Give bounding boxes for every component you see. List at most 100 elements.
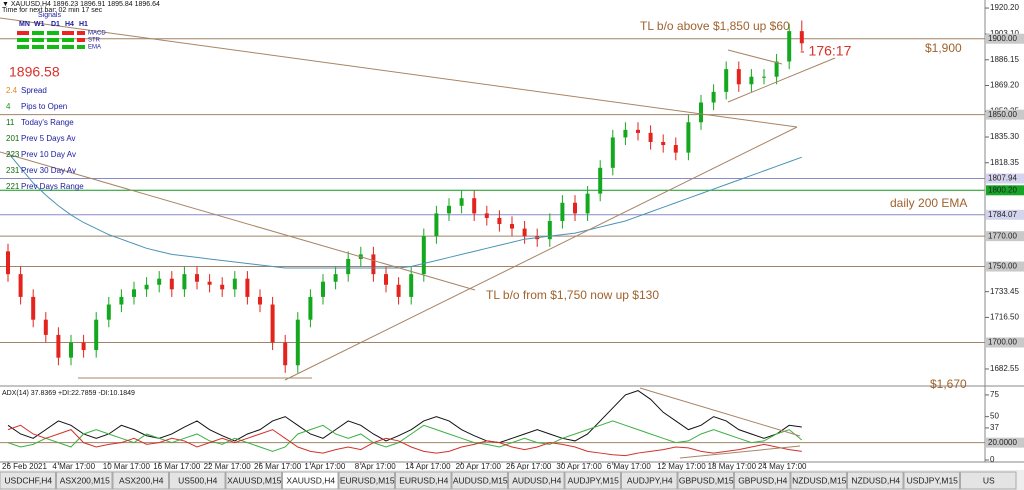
stat-label: Prev 5 Days Av [21, 134, 76, 143]
tab-label[interactable]: US500,H4 [178, 475, 217, 485]
tab-label[interactable]: USDJPY,M15 [907, 475, 959, 485]
y-tick-label: 1682.55 [990, 364, 1019, 373]
annotation: TL b/o above $1,850 up $60 [640, 19, 790, 33]
tab-label[interactable]: EURUSD,M15 [340, 475, 395, 485]
tab[interactable] [564, 471, 621, 490]
candle-body [232, 278, 237, 290]
x-tick-label: 16 Mar 17:00 [153, 462, 201, 471]
candle-body [245, 278, 250, 297]
candle-body [6, 251, 10, 275]
stat-label: Prev 10 Day Av [21, 150, 76, 159]
tab[interactable] [56, 471, 113, 490]
annotation: $1,900 [925, 41, 962, 55]
tab-label[interactable]: NZDUSD,H4 [851, 475, 900, 485]
candle-body [43, 319, 48, 335]
trend-line [679, 445, 801, 459]
timeframe: MN [19, 21, 30, 28]
candle-body [598, 167, 603, 194]
tab[interactable] [960, 471, 1017, 490]
tab-label[interactable]: US [983, 475, 995, 485]
tab-label[interactable]: XAUUSD,H4 [286, 475, 335, 485]
candle-body [774, 61, 779, 77]
trend-line [727, 57, 836, 103]
tab-label[interactable]: ASX200,H4 [119, 475, 164, 485]
candle-body [787, 31, 792, 62]
candle-body [144, 284, 149, 290]
candle-body [610, 137, 615, 168]
candle-body [699, 102, 703, 123]
stat-value: 2.4 [6, 86, 18, 95]
candle-body [333, 274, 338, 282]
x-tick-label: 1 Apr 17:00 [304, 462, 345, 471]
level-box [986, 209, 1024, 220]
tab-label[interactable]: XAUUSD,M15 [227, 475, 282, 485]
tab[interactable] [338, 471, 395, 490]
candle-body [220, 284, 225, 290]
x-tick-label: 14 Apr 17:00 [405, 462, 451, 471]
level-box [986, 231, 1024, 242]
tab[interactable] [903, 471, 960, 490]
tab[interactable] [508, 471, 565, 490]
tab[interactable] [734, 471, 791, 490]
time-axis: 26 Feb 2021 4 Mar 17:00 10 Mar 17:00 16 Mar… [2, 462, 807, 471]
level-label: 1850.00 [988, 110, 1017, 119]
tab[interactable] [282, 471, 339, 490]
signal-label: STR [88, 38, 101, 44]
level-label: 1807.94 [988, 174, 1017, 183]
y-tick-label: 1818.35 [990, 158, 1019, 167]
tab-label[interactable]: GBPUSD,M15 [679, 475, 734, 485]
tab[interactable] [0, 471, 56, 490]
tab-label[interactable]: USDCHF,H4 [4, 475, 52, 485]
level-label: 1770.00 [988, 231, 1017, 240]
candle-body [472, 198, 477, 214]
bar-timer: Time for next bar: 02 min 17 sec [2, 7, 103, 14]
tab-label[interactable]: ASX200,M15 [60, 475, 110, 485]
tab-label[interactable]: GBPUSD,H4 [738, 475, 787, 485]
tab[interactable] [677, 471, 734, 490]
tab-label[interactable]: AUDUSD,M15 [453, 475, 508, 485]
indicator-line [7, 424, 802, 457]
tab-label[interactable]: AUDJPY,H4 [627, 475, 673, 485]
timeframe: D1 [51, 21, 60, 28]
indicator-line [7, 390, 802, 444]
stat-label: Today's Range [21, 118, 74, 127]
candle-body [459, 198, 464, 206]
candle-body [69, 342, 73, 358]
signal [62, 38, 74, 42]
timeframe: H4 [65, 21, 74, 28]
stat-value: 4 [6, 102, 11, 111]
candle-body [724, 69, 729, 92]
info-overlay: ▼ XAUUSD,H4 1896.23 1896.91 1895.84 1896… [2, 1, 160, 191]
tab[interactable] [621, 471, 678, 490]
tab[interactable] [451, 471, 508, 490]
tab-label[interactable]: EURUSD,H4 [399, 475, 448, 485]
tab[interactable] [225, 471, 282, 490]
candle-body [661, 142, 666, 146]
current-price: 1896.58 [9, 64, 60, 80]
tab-label[interactable]: AUDJPY,M15 [568, 475, 620, 485]
tab[interactable] [169, 471, 226, 490]
candle-body [371, 254, 376, 275]
candle-body [346, 258, 351, 275]
tabs: USDCHF,H4 ASX200,M15 ASX200,H4 US500,H4 XAUU… [0, 471, 1017, 490]
candle-body [106, 304, 111, 320]
y-tick-label: 1869.20 [990, 81, 1019, 90]
candle-body [18, 274, 23, 297]
stat-label: Spread [21, 86, 47, 95]
level-label: 1750.00 [988, 262, 1017, 271]
tab-label[interactable]: NZDUSD,M15 [792, 475, 847, 485]
tab[interactable] [395, 471, 452, 490]
stat-value: 223 [6, 150, 20, 159]
x-tick-label: 30 Apr 17:00 [556, 462, 602, 471]
tab[interactable] [790, 471, 847, 490]
tab[interactable] [847, 471, 904, 490]
candle-body [258, 296, 262, 305]
stats: 2.4 Spread 4 Pips to Open 11 Today's Range201… [6, 86, 84, 191]
annotation: daily 200 EMA [890, 196, 967, 210]
level-box [986, 109, 1024, 120]
candle-body [560, 202, 565, 221]
tab[interactable] [112, 471, 169, 490]
tab-label[interactable]: AUDUSD,H4 [512, 475, 561, 485]
y-tick-label: 1886.15 [990, 55, 1019, 64]
